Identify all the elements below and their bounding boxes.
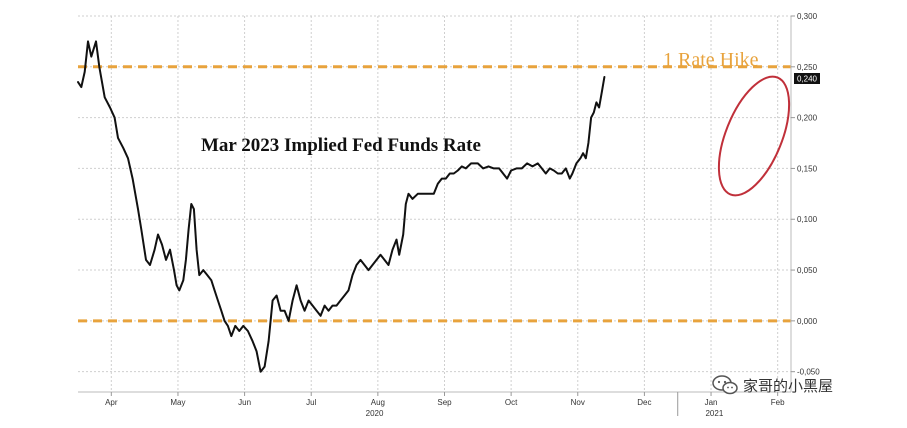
watermark: 家哥的小黑屋 — [712, 371, 882, 399]
x-month-label: Jun — [238, 398, 251, 407]
x-month-label: May — [170, 398, 185, 407]
x-month-label: Nov — [571, 398, 585, 407]
y-tick-label: -0,050 — [797, 368, 820, 377]
watermark-text: 家哥的小黑屋 — [743, 376, 834, 395]
x-month-label: Apr — [105, 398, 118, 407]
grid — [78, 15, 791, 392]
x-year-label: 2021 — [705, 409, 723, 418]
y-tick-label: 0,250 — [797, 63, 818, 72]
x-month-label: Feb — [771, 398, 785, 407]
chat-bubbles-icon — [712, 375, 738, 395]
last-value-label: 0,240 — [797, 75, 818, 84]
y-tick-label: 0,100 — [797, 215, 818, 224]
x-month-label: Sep — [437, 398, 452, 407]
x-month-label: Dec — [637, 398, 651, 407]
chart-title: Mar 2023 Implied Fed Funds Rate — [201, 135, 481, 156]
x-year-label: 2020 — [366, 409, 384, 418]
x-month-label: Aug — [371, 398, 385, 407]
series-line — [77, 40, 606, 373]
y-tick-label: 0,150 — [797, 164, 818, 173]
x-month-label: Jul — [306, 398, 316, 407]
x-month-label: Jan — [705, 398, 718, 407]
y-tick-label: 0,000 — [797, 317, 818, 326]
y-tick-label: 0,200 — [797, 114, 818, 123]
y-axis-ticks: 0,300 0,250 0,200 0,150 0,100 0,050 0,000 -0,05… — [791, 12, 820, 377]
x-month-label: Oct — [505, 398, 518, 407]
y-tick-label: 0,050 — [797, 266, 818, 275]
last-value-marker: 0,240 — [794, 73, 820, 84]
x-axis-ticks: Apr May Jun Jul Aug Sep Oct Nov Dec Jan Feb 2020 202… — [105, 392, 785, 418]
y-tick-label: 0,300 — [797, 12, 818, 21]
highlight-ellipse — [717, 75, 791, 197]
rate-hike-label: 1 Rate Hike — [663, 49, 759, 71]
last-value-box — [794, 73, 820, 84]
